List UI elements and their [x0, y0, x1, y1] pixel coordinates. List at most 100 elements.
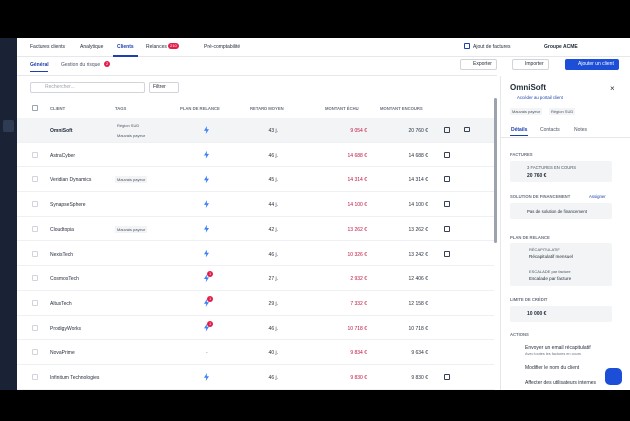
checkbox[interactable]: [32, 176, 38, 183]
subtab[interactable]: Général: [30, 62, 49, 68]
subtab[interactable]: Gestion du risque: [61, 62, 101, 68]
outstanding: 12 158 €: [408, 300, 428, 307]
outstanding: 20 760 €: [408, 128, 428, 134]
row-icon[interactable]: [444, 127, 450, 133]
row[interactable]: [17, 316, 494, 341]
outstanding: 12 406 €: [408, 276, 428, 283]
panel-title: OmniSoft: [510, 83, 546, 92]
checkbox[interactable]: [32, 299, 38, 306]
checkbox[interactable]: [32, 250, 38, 257]
row[interactable]: [17, 192, 494, 217]
row-icon[interactable]: [444, 250, 450, 257]
nav-tab[interactable]: Relances: [146, 44, 167, 50]
badge: 1: [207, 271, 214, 278]
plan-label: ESCALADE par facture: [529, 269, 571, 274]
row[interactable]: [17, 118, 494, 143]
checkbox[interactable]: [32, 105, 38, 111]
tag: Région SUD: [549, 108, 576, 115]
row[interactable]: [17, 365, 494, 390]
financing: Pas de solution de financement: [527, 209, 587, 214]
column-header[interactable]: CLIENT: [50, 106, 66, 111]
action[interactable]: Modifier le nom du client: [525, 365, 580, 371]
row-icon[interactable]: [444, 374, 450, 380]
company[interactable]: Groupe ACME: [544, 44, 578, 50]
section-title: ACTIONS: [510, 332, 529, 337]
checkbox[interactable]: [32, 374, 38, 380]
checkbox[interactable]: [32, 275, 38, 282]
delay: 45 j.: [268, 177, 278, 184]
checkbox[interactable]: [32, 225, 38, 232]
checkbox[interactable]: [32, 349, 38, 356]
divider: [17, 75, 497, 76]
due: 10 326 €: [347, 251, 367, 258]
underline: [30, 71, 48, 72]
panel-tab[interactable]: Notes: [574, 127, 588, 133]
client-name: AstraCyber: [50, 152, 76, 159]
panel-tab[interactable]: Contacts: [540, 127, 560, 133]
row[interactable]: [17, 242, 494, 267]
underline: [510, 135, 528, 136]
row[interactable]: [17, 217, 494, 242]
column-header[interactable]: TAGS: [115, 106, 127, 111]
row-icon[interactable]: [444, 151, 450, 158]
client-name: Cloudtopia: [50, 226, 74, 233]
client-name: NexisTech: [50, 251, 74, 258]
relance-icon: [204, 249, 209, 258]
client-name: SynapseSphere: [50, 202, 86, 209]
nav-tab[interactable]: Analytique: [80, 44, 104, 50]
tag: Mauvais payeur: [115, 132, 148, 139]
nav-tab[interactable]: Pré-comptabilité: [204, 44, 241, 50]
plan-value: Récapitulatif mensuel: [529, 254, 573, 259]
section-title: FACTURES: [510, 152, 533, 157]
action[interactable]: Affecter des utilisateurs internes: [525, 380, 597, 386]
column-header[interactable]: MONTANT ÉCHU: [325, 106, 359, 111]
assign-link[interactable]: Assigner: [589, 194, 606, 199]
tag: Mauvais payeur: [115, 225, 148, 233]
export-button[interactable]: Exporter: [460, 59, 497, 70]
relance-icon: [204, 323, 209, 332]
column-header[interactable]: PLAN DE RELANCE: [180, 106, 220, 111]
close-icon[interactable]: ×: [610, 84, 615, 93]
column-header[interactable]: MONTANT ENCOURS: [380, 106, 423, 111]
search-input[interactable]: Rechercher...: [30, 82, 145, 93]
row-icon[interactable]: [464, 127, 470, 132]
client-name: NovaPrime: [50, 350, 75, 357]
chat-button[interactable]: [605, 368, 622, 385]
action[interactable]: Envoyer un email récapitulatif: [525, 345, 591, 351]
add-client-button[interactable]: Ajouter un client: [565, 59, 619, 70]
portal-link[interactable]: Accéder au portail client: [517, 95, 563, 100]
import-button[interactable]: Importer: [512, 59, 549, 70]
row-icon[interactable]: [444, 201, 450, 208]
nav-tab[interactable]: Clients: [117, 44, 134, 50]
divider: [17, 56, 630, 57]
delay: 40 j.: [268, 350, 278, 357]
scrollbar: [494, 98, 497, 243]
add-invoices[interactable]: Ajout de factures: [473, 44, 511, 50]
divider: [501, 137, 630, 138]
invoice-total: 20 760 €: [527, 173, 547, 179]
panel-tab[interactable]: Détails: [511, 127, 528, 133]
row[interactable]: [17, 143, 494, 168]
relance-icon: [204, 200, 209, 209]
outstanding: 14 314 €: [408, 177, 428, 184]
due: 2 932 €: [350, 276, 367, 283]
nav-tab[interactable]: Factures clients: [30, 44, 66, 50]
checkbox[interactable]: [32, 151, 38, 158]
row[interactable]: [17, 340, 494, 365]
row-icon[interactable]: [444, 176, 450, 183]
card: [510, 203, 612, 219]
delay: 29 j.: [268, 300, 278, 307]
section-title: LIMITE DE CRÉDIT: [510, 297, 548, 302]
filter-button[interactable]: Filtrer: [149, 82, 179, 93]
column-header[interactable]: RETARD MOYEN: [250, 106, 284, 111]
row-icon[interactable]: [444, 225, 450, 232]
checkbox[interactable]: [32, 201, 38, 208]
row[interactable]: [17, 291, 494, 316]
row[interactable]: [17, 266, 494, 291]
row[interactable]: [17, 167, 494, 193]
invoice-count: 3 FACTURES EN COURS: [527, 165, 577, 170]
outstanding: 14 100 €: [408, 202, 428, 209]
card: [510, 161, 612, 182]
checkbox[interactable]: [32, 324, 38, 331]
